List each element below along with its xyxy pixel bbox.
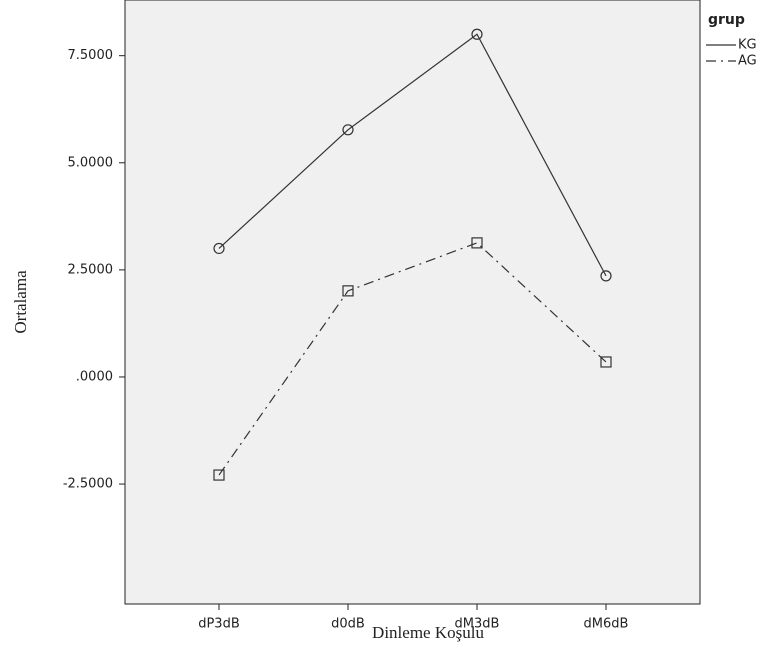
series-line [218, 33, 607, 277]
x-tick-label: d0dB [331, 617, 365, 632]
point-marker [213, 469, 225, 481]
legend-label: AG [738, 54, 757, 69]
y-axis-label: Ortalama [11, 270, 30, 334]
x-tick-label: dM6dB [584, 617, 629, 632]
y-tick-label: 2.5000 [68, 262, 114, 277]
x-axis-label: Dinleme Koşulu [372, 623, 484, 642]
point-marker [600, 356, 612, 368]
y-tick-label: .0000 [76, 369, 113, 384]
x-tick-label: dM3dB [455, 617, 500, 632]
point-marker [342, 285, 354, 297]
point-marker [600, 270, 612, 282]
point-marker [471, 28, 483, 40]
series-line [218, 242, 607, 476]
y-tick-label: 7.5000 [68, 48, 114, 63]
plot-area [124, 0, 701, 605]
x-tick-label: dP3dB [198, 617, 240, 632]
legend-label: KG [738, 38, 757, 53]
point-marker [213, 242, 225, 255]
y-tick-label: 5.0000 [68, 155, 114, 170]
legend-title: grup [708, 12, 745, 28]
point-marker [471, 237, 483, 249]
point-marker [342, 124, 354, 136]
y-tick-label: -2.5000 [63, 477, 113, 492]
